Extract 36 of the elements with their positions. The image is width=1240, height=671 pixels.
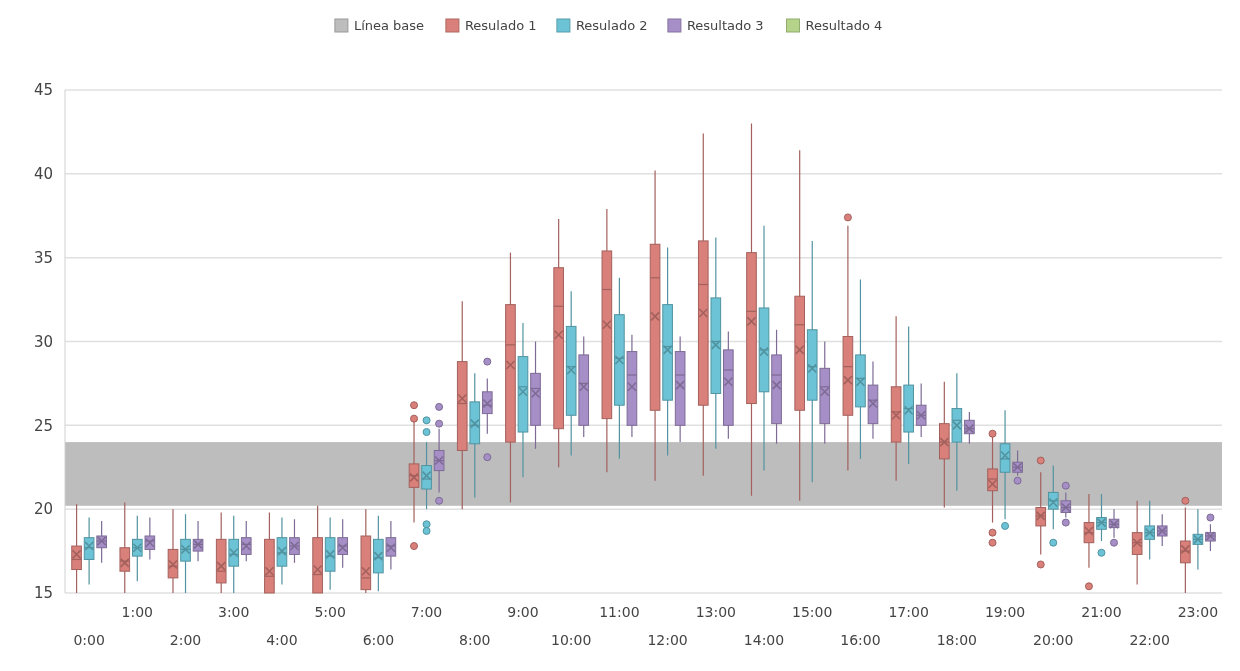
x-tick-label: 12:00 [647, 632, 688, 648]
x-tick-label: 6:00 [362, 632, 395, 648]
y-tick-label: 30 [33, 332, 53, 351]
legend-label: Resulado 2 [575, 18, 648, 33]
y-tick-label: 25 [33, 416, 53, 435]
y-tick-label: 35 [33, 248, 53, 267]
x-tick-label: 10:00 [551, 632, 592, 648]
x-tick-label: 17:00 [888, 604, 929, 620]
y-tick-label: 15 [33, 584, 53, 603]
x-tick-label: 0:00 [73, 632, 105, 648]
x-tick-label: 1:00 [121, 604, 154, 620]
x-tick-label: 8:00 [459, 632, 491, 648]
x-tick-label: 20:00 [1033, 632, 1074, 648]
x-tick-label: 23:00 [1177, 604, 1219, 620]
x-tick-label: 2:00 [169, 632, 202, 648]
x-tick-label: 18:00 [936, 632, 978, 648]
x-tick-label: 13:00 [695, 604, 736, 620]
x-tick-label: 11:00 [599, 604, 640, 620]
y-tick-label: 40 [33, 165, 53, 184]
x-tick-label: 4:00 [266, 632, 298, 648]
x-tick-label: 22:00 [1129, 632, 1170, 648]
x-tick-label: 21:00 [1081, 604, 1122, 620]
legend-label: Resulado 1 [464, 18, 537, 33]
x-tick-label: 3:00 [218, 604, 250, 620]
y-tick-label: 20 [33, 500, 53, 519]
x-tick-label: 19:00 [984, 604, 1026, 620]
legend-label: Resultado 3 [686, 18, 764, 33]
x-tick-label: 14:00 [743, 632, 785, 648]
y-tick-label: 45 [33, 81, 53, 100]
legend-label: Línea base [353, 18, 425, 33]
x-tick-label: 16:00 [840, 632, 881, 648]
x-tick-label: 7:00 [410, 604, 443, 620]
x-tick-label: 5:00 [314, 604, 346, 620]
x-tick-label: 15:00 [792, 604, 833, 620]
legend-label: Resultado 4 [805, 18, 883, 33]
x-tick-label: 9:00 [507, 604, 539, 620]
